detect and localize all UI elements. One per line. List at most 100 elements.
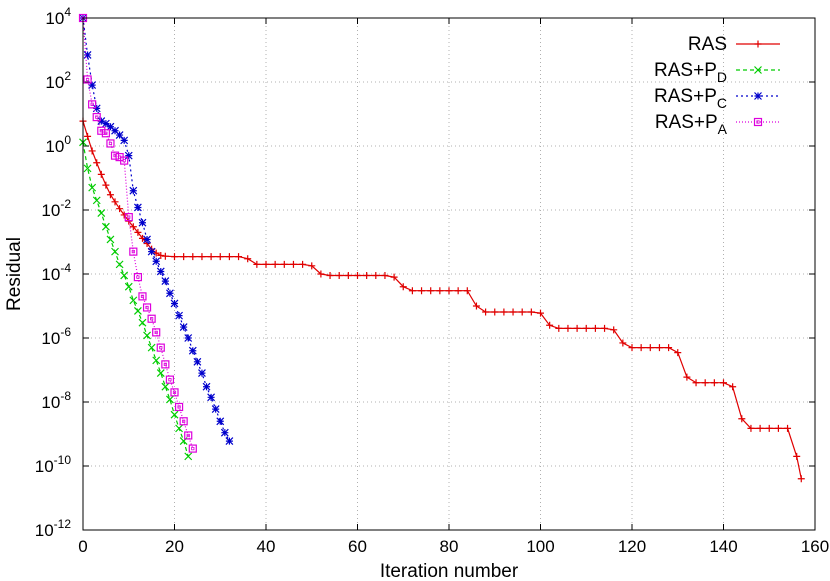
data-point <box>83 75 92 84</box>
data-point-inner <box>131 250 135 254</box>
x-tick-label: 20 <box>165 537 184 556</box>
data-point <box>546 321 554 329</box>
data-point <box>220 428 229 437</box>
data-point <box>97 209 106 218</box>
series-1 <box>79 138 193 461</box>
data-point-inner <box>122 158 126 163</box>
data-point-inner <box>177 405 181 409</box>
data-point <box>156 369 165 378</box>
data-point <box>124 151 133 160</box>
data-point <box>97 170 105 178</box>
data-point <box>88 81 97 90</box>
data-point <box>244 255 252 263</box>
data-point-inner <box>104 131 108 135</box>
data-point <box>111 126 119 135</box>
data-point <box>253 260 261 268</box>
data-point <box>582 324 590 332</box>
x-tick-label: 120 <box>618 537 646 556</box>
y-tick-label: 100 <box>45 133 71 156</box>
data-point <box>152 356 161 365</box>
data-point <box>152 328 161 337</box>
data-point <box>116 205 124 213</box>
data-point <box>93 159 101 167</box>
data-point <box>83 51 92 59</box>
data-point <box>610 326 618 334</box>
data-point <box>720 379 727 387</box>
data-point <box>335 271 343 279</box>
data-point <box>326 271 334 279</box>
data-point <box>463 287 471 295</box>
data-point <box>133 273 142 282</box>
x-tick-label: 0 <box>78 537 87 556</box>
data-point <box>344 271 352 279</box>
data-point-inner <box>127 215 131 219</box>
data-point <box>170 299 179 308</box>
data-point <box>472 302 480 310</box>
data-point <box>637 344 645 352</box>
data-point <box>756 424 764 432</box>
data-point <box>193 357 202 366</box>
data-point <box>138 218 147 227</box>
data-point <box>166 395 174 404</box>
data-point <box>555 324 563 332</box>
data-point <box>124 282 133 291</box>
data-point <box>101 222 110 231</box>
y-tick-label: 10-12 <box>35 517 72 540</box>
data-point <box>115 260 124 269</box>
data-point <box>138 318 147 327</box>
data-point <box>317 270 325 278</box>
x-tick-label: 80 <box>440 537 459 556</box>
data-point-inner <box>136 275 140 279</box>
data-point <box>765 424 773 432</box>
data-point <box>500 308 508 316</box>
data-point <box>399 283 407 291</box>
data-point <box>165 375 175 384</box>
data-point <box>280 260 288 268</box>
data-point <box>188 346 197 355</box>
data-point <box>216 417 225 426</box>
data-point <box>390 273 398 281</box>
data-point <box>491 308 499 316</box>
data-point-inner <box>154 330 158 334</box>
data-point <box>97 117 106 126</box>
data-point <box>161 360 170 369</box>
data-point <box>129 296 138 305</box>
data-point <box>147 314 156 323</box>
data-point-inner <box>90 102 94 106</box>
data-point <box>152 257 161 266</box>
data-point-inner <box>172 390 177 394</box>
data-point <box>509 308 517 316</box>
data-point <box>289 260 297 268</box>
data-point <box>120 156 129 165</box>
data-point <box>754 66 762 74</box>
data-point <box>120 211 128 219</box>
data-point <box>129 223 137 231</box>
data-point <box>124 212 133 222</box>
data-point <box>111 247 119 256</box>
data-point <box>129 247 138 256</box>
data-point <box>147 247 156 256</box>
data-point <box>427 287 435 295</box>
data-point-inner <box>150 317 154 321</box>
data-point <box>793 452 801 460</box>
data-point <box>527 308 535 316</box>
data-point <box>537 309 544 317</box>
data-point <box>665 344 673 352</box>
data-point-inner <box>95 115 99 119</box>
data-point <box>179 323 188 331</box>
data-point <box>216 253 224 261</box>
data-point <box>175 311 183 320</box>
x-tick-label: 140 <box>709 537 737 556</box>
data-point <box>747 424 755 432</box>
data-point <box>188 444 197 453</box>
data-point <box>161 277 170 286</box>
y-tick-label: 10-2 <box>41 197 71 220</box>
data-point <box>161 382 170 391</box>
data-point-inner <box>756 120 760 124</box>
data-point-inner <box>108 141 113 146</box>
data-point <box>372 271 380 279</box>
data-point <box>101 129 110 138</box>
data-point <box>170 410 179 419</box>
data-point <box>482 308 490 316</box>
